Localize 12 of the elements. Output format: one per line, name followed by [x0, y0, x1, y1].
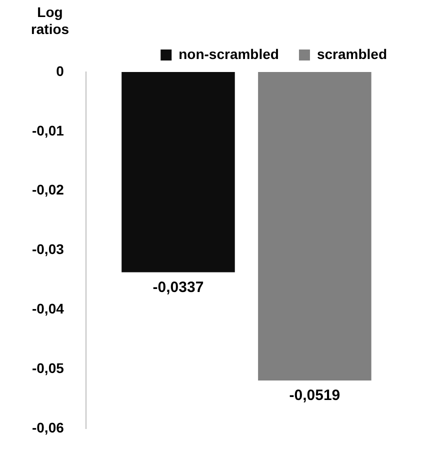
y-tick-label: 0: [56, 62, 64, 79]
data-label: -0,0519: [289, 387, 340, 404]
legend-label: scrambled: [316, 46, 388, 62]
y-tick-label: -0,06: [32, 419, 64, 436]
y-tick-label: -0,04: [32, 300, 64, 317]
y-tick-label: -0,03: [32, 241, 64, 258]
legend-label: non-scrambled: [178, 46, 279, 62]
data-label: -0,0337: [152, 278, 204, 296]
y-tick-label: -0,01: [32, 122, 64, 138]
y-axis-title: Log ratios: [30, 4, 70, 37]
y-tick-label: -0,02: [32, 182, 64, 198]
y-tick-label: -0,05: [32, 360, 64, 376]
